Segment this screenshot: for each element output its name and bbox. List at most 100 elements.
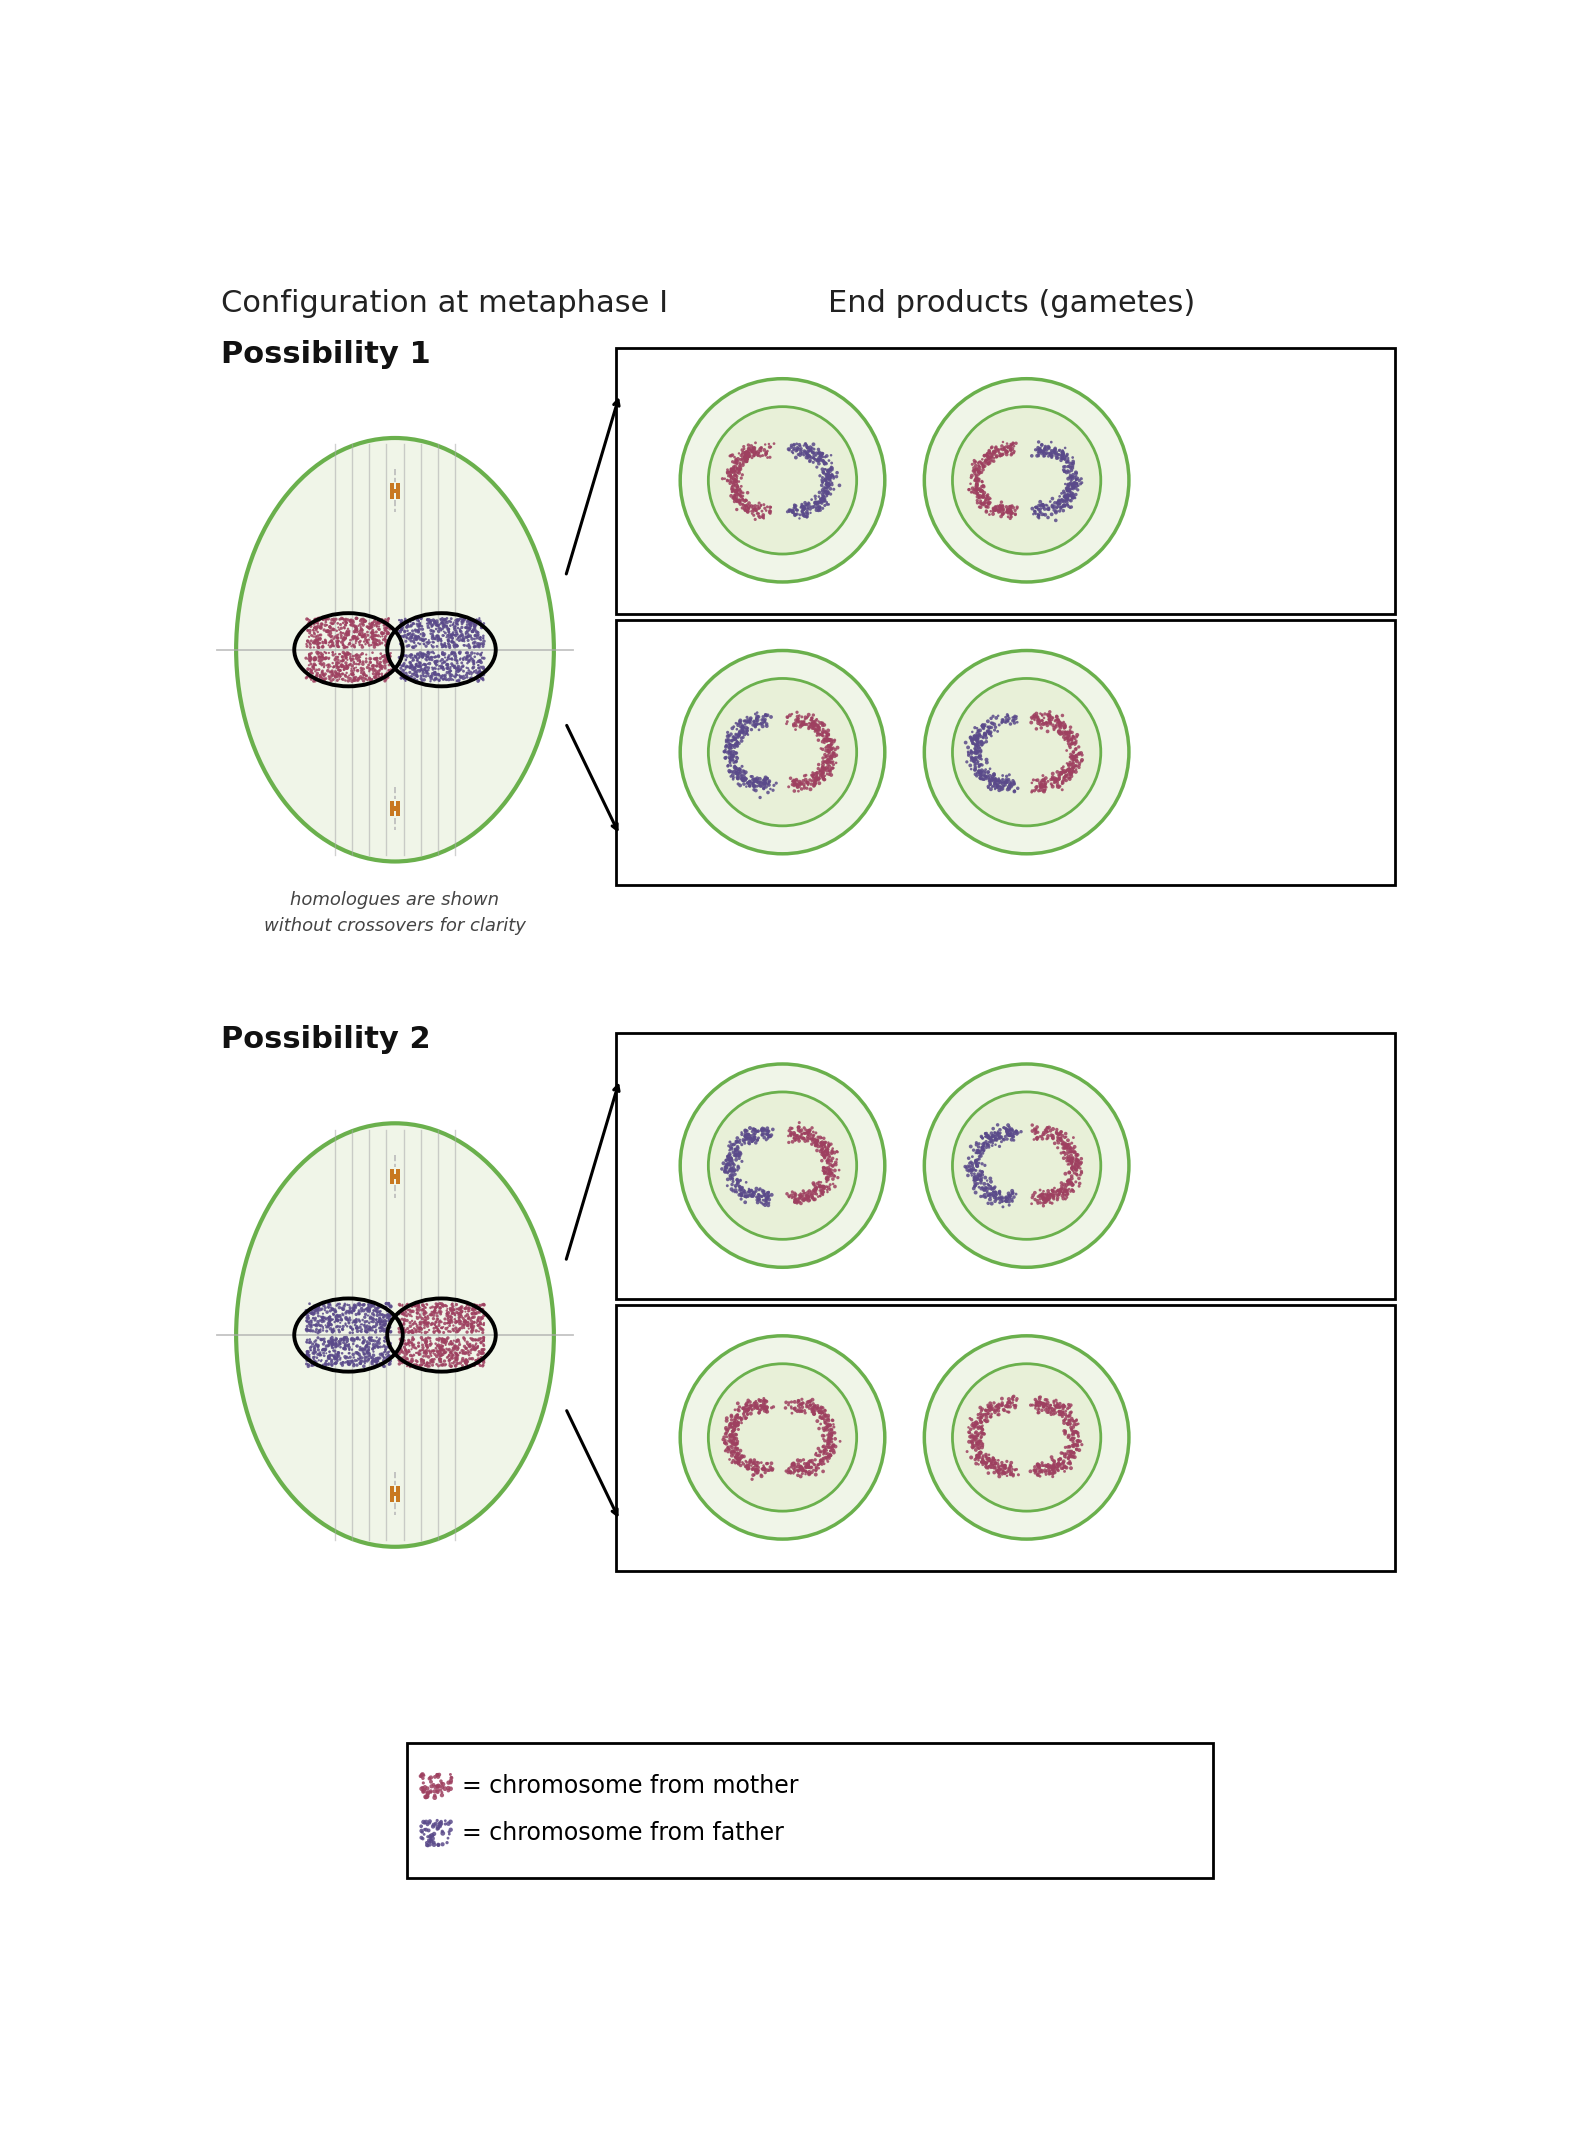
Point <box>354 1330 379 1364</box>
Point <box>725 1433 750 1467</box>
Point <box>1058 1407 1083 1442</box>
Point <box>351 1324 376 1358</box>
Point <box>786 767 812 801</box>
Point <box>820 1422 845 1457</box>
Point <box>1052 450 1077 484</box>
Point <box>313 1332 338 1367</box>
Point <box>723 1433 748 1467</box>
Point <box>1031 437 1056 471</box>
Point <box>344 1304 369 1339</box>
Point <box>725 1435 750 1469</box>
Point <box>968 1420 993 1454</box>
Point <box>780 437 805 471</box>
Point <box>805 711 831 745</box>
Point <box>373 1332 398 1367</box>
Point <box>725 760 750 795</box>
Point <box>461 662 486 696</box>
Point <box>399 1349 425 1384</box>
Point <box>330 640 355 675</box>
Point <box>442 636 467 670</box>
Point <box>715 1140 741 1174</box>
Point <box>785 703 810 737</box>
Point <box>426 1304 452 1339</box>
Point <box>339 658 365 692</box>
Point <box>799 1116 824 1150</box>
Point <box>1047 771 1072 805</box>
Point <box>1041 763 1066 797</box>
Point <box>722 735 747 769</box>
Point <box>747 437 772 471</box>
Point <box>319 1330 344 1364</box>
Point <box>797 443 823 478</box>
Point <box>971 452 996 486</box>
Point <box>403 1307 428 1341</box>
Point <box>1055 473 1080 508</box>
Point <box>1023 1116 1048 1150</box>
Point <box>977 715 1003 750</box>
Point <box>466 617 491 651</box>
Point <box>439 1339 464 1373</box>
Point <box>418 1343 444 1377</box>
Point <box>332 621 357 655</box>
Point <box>302 1337 327 1371</box>
Point <box>971 758 996 793</box>
Point <box>717 741 742 775</box>
Point <box>963 741 988 775</box>
Point <box>987 1176 1012 1210</box>
Point <box>748 439 774 473</box>
Point <box>741 769 766 803</box>
Point <box>447 636 472 670</box>
Point <box>330 636 355 670</box>
Point <box>807 1394 832 1429</box>
Point <box>820 737 845 771</box>
Point <box>968 733 993 767</box>
Point <box>401 1347 426 1382</box>
Point <box>1056 1140 1082 1174</box>
Point <box>960 1429 985 1463</box>
Point <box>756 1176 782 1210</box>
Point <box>1000 1120 1025 1155</box>
Point <box>327 613 352 647</box>
Point <box>996 1180 1022 1215</box>
Point <box>303 1309 328 1343</box>
Point <box>820 458 845 493</box>
Point <box>442 636 467 670</box>
Point <box>725 482 750 516</box>
Point <box>453 1343 478 1377</box>
Point <box>431 1767 456 1801</box>
Point <box>1025 1397 1050 1431</box>
Point <box>780 1448 805 1482</box>
Point <box>422 645 447 679</box>
Point <box>1061 1429 1086 1463</box>
Point <box>458 1337 483 1371</box>
Point <box>790 491 815 525</box>
Point <box>785 1450 810 1484</box>
Point <box>799 1450 824 1484</box>
Point <box>1034 437 1060 471</box>
Point <box>1063 1405 1088 1439</box>
Point <box>970 1157 995 1191</box>
Point <box>971 478 996 512</box>
Point <box>753 428 778 463</box>
Point <box>1050 752 1075 786</box>
Point <box>393 1334 418 1369</box>
Point <box>321 1311 346 1345</box>
Point <box>812 1433 837 1467</box>
Point <box>971 1129 996 1163</box>
Point <box>294 1334 319 1369</box>
Point <box>366 1302 392 1337</box>
Point <box>1058 1131 1083 1165</box>
Point <box>1061 1420 1086 1454</box>
Point <box>363 628 388 662</box>
Point <box>804 1392 829 1427</box>
Point <box>418 1339 444 1373</box>
Point <box>794 1390 820 1424</box>
Point <box>453 1302 478 1337</box>
Point <box>368 1311 393 1345</box>
Point <box>363 606 388 640</box>
Point <box>311 630 336 664</box>
Point <box>1037 1454 1063 1489</box>
Point <box>1045 488 1071 523</box>
Point <box>1060 480 1085 514</box>
Point <box>728 476 753 510</box>
